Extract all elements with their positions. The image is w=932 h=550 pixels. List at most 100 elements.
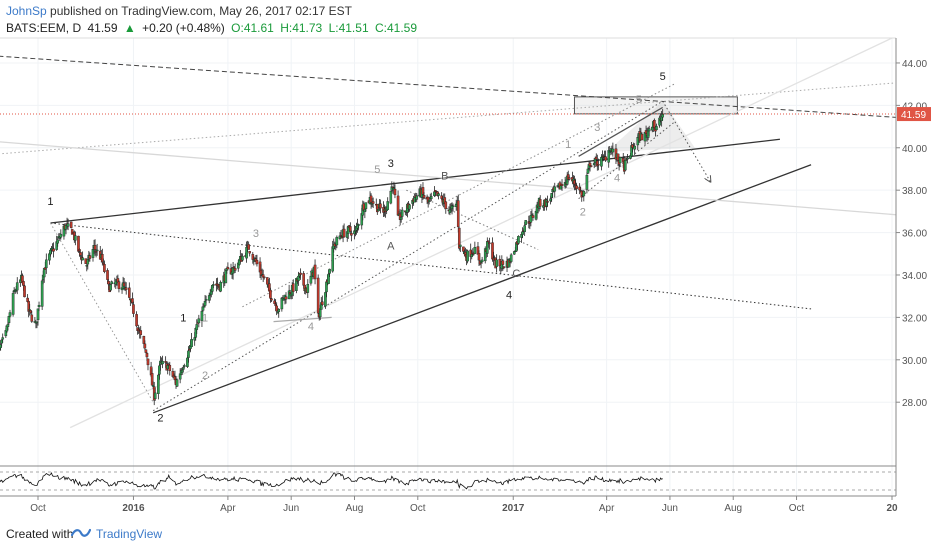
author-name[interactable]: JohnSp bbox=[6, 4, 47, 18]
candle-body bbox=[103, 264, 106, 272]
candle-body bbox=[371, 201, 375, 204]
candle-body bbox=[245, 247, 248, 259]
grid-lines bbox=[0, 38, 896, 496]
candle-body bbox=[59, 233, 63, 238]
open-value: O:41.61 bbox=[231, 21, 274, 35]
wave-label: 4 bbox=[308, 321, 314, 333]
candle-body bbox=[655, 126, 658, 131]
candle-body bbox=[538, 199, 542, 207]
candle-body bbox=[437, 193, 440, 196]
candle-body bbox=[262, 276, 266, 279]
x-tick-label: Oct bbox=[410, 503, 426, 514]
wave-label: 3 bbox=[388, 158, 394, 170]
wave-label: 5 bbox=[374, 164, 380, 176]
candle-body bbox=[502, 266, 506, 268]
candle-body bbox=[219, 281, 222, 292]
time-axis[interactable]: Oct 2016 Apr Jun Aug Oct 2017 Apr Jun Aug Oct 20 bbox=[30, 496, 898, 514]
wave-label: 3 bbox=[594, 122, 600, 134]
y-tick-label: 30.00 bbox=[902, 356, 927, 367]
candle-body bbox=[233, 267, 237, 271]
candle-body bbox=[291, 283, 295, 292]
candle-body bbox=[164, 361, 167, 363]
candle-body bbox=[389, 190, 393, 204]
candle-body bbox=[40, 280, 44, 307]
candle-body bbox=[109, 284, 112, 291]
candle-body bbox=[107, 281, 110, 285]
candle-body bbox=[342, 228, 346, 238]
candle-body bbox=[200, 310, 204, 321]
candle-body bbox=[142, 335, 146, 344]
publish-text: published on TradingView.com, May 26, 20… bbox=[50, 4, 353, 18]
candle-body bbox=[183, 365, 186, 367]
candle-body bbox=[335, 236, 339, 246]
candle-body bbox=[157, 374, 160, 394]
candle-body bbox=[456, 200, 460, 228]
candle-body bbox=[523, 225, 526, 232]
trendline bbox=[50, 222, 154, 403]
y-tick-label: 40.00 bbox=[902, 144, 927, 155]
candle-body bbox=[553, 186, 557, 192]
candle-body bbox=[589, 165, 593, 167]
candle-body bbox=[473, 247, 477, 254]
candle-body bbox=[131, 298, 134, 303]
candle-body bbox=[143, 343, 147, 349]
candle-body bbox=[350, 233, 353, 236]
candle-body bbox=[429, 196, 433, 200]
candle-body bbox=[626, 157, 629, 160]
candle-body bbox=[74, 235, 77, 241]
candle-body bbox=[318, 308, 322, 318]
x-tick-label: Aug bbox=[346, 503, 364, 514]
trendline bbox=[0, 141, 896, 216]
x-tick-label: 20 bbox=[886, 503, 898, 514]
trendline bbox=[0, 82, 896, 155]
candle-body bbox=[139, 330, 143, 335]
change-value: +0.20 (+0.48%) bbox=[142, 21, 225, 35]
candle-body bbox=[575, 185, 578, 189]
candle-body bbox=[501, 260, 505, 265]
candle-body bbox=[618, 157, 622, 164]
candle-body bbox=[457, 227, 461, 249]
candle-body bbox=[462, 246, 465, 252]
candle-body bbox=[364, 202, 368, 209]
candle-body bbox=[585, 174, 589, 190]
candle-body bbox=[640, 133, 644, 141]
candle-body bbox=[146, 358, 150, 366]
candle-body bbox=[52, 248, 55, 252]
candle-body bbox=[248, 251, 251, 254]
symbol-label: BATS:EEM, D bbox=[6, 21, 82, 35]
candle-body bbox=[132, 304, 135, 314]
trendline bbox=[69, 38, 894, 429]
tradingview-logo-icon[interactable] bbox=[71, 525, 91, 539]
candle-body bbox=[78, 249, 81, 252]
trendline bbox=[50, 222, 812, 310]
y-tick-label: 32.00 bbox=[902, 313, 927, 324]
candle-body bbox=[241, 255, 244, 261]
candle-body bbox=[195, 324, 199, 330]
candle-body bbox=[421, 187, 425, 195]
candle-body bbox=[495, 259, 498, 267]
candle-body bbox=[11, 293, 15, 315]
candle-body bbox=[84, 258, 88, 264]
candle-body bbox=[135, 314, 138, 327]
candle-body bbox=[624, 159, 627, 171]
candle-body bbox=[607, 150, 611, 163]
candle-body bbox=[275, 305, 278, 312]
price-axis[interactable]: 28.00 30.00 32.00 34.00 36.00 38.00 40.00 42.00… bbox=[896, 59, 931, 409]
y-tick-label: 44.00 bbox=[902, 59, 927, 70]
candle-body bbox=[357, 224, 360, 226]
trendline bbox=[578, 106, 664, 157]
candle-body bbox=[327, 273, 330, 284]
candle-body bbox=[284, 296, 288, 300]
candle-body bbox=[379, 203, 382, 209]
candle-body bbox=[560, 184, 564, 186]
candle-body bbox=[480, 259, 484, 263]
x-tick-label: 2017 bbox=[502, 503, 525, 514]
candle-body bbox=[567, 177, 571, 180]
wave-label: B bbox=[441, 171, 448, 183]
candle-body bbox=[93, 245, 97, 250]
candle-body bbox=[106, 270, 109, 280]
wave-label: 4 bbox=[506, 289, 512, 301]
tradingview-link[interactable]: TradingView bbox=[96, 527, 163, 541]
candle-body bbox=[270, 298, 273, 301]
